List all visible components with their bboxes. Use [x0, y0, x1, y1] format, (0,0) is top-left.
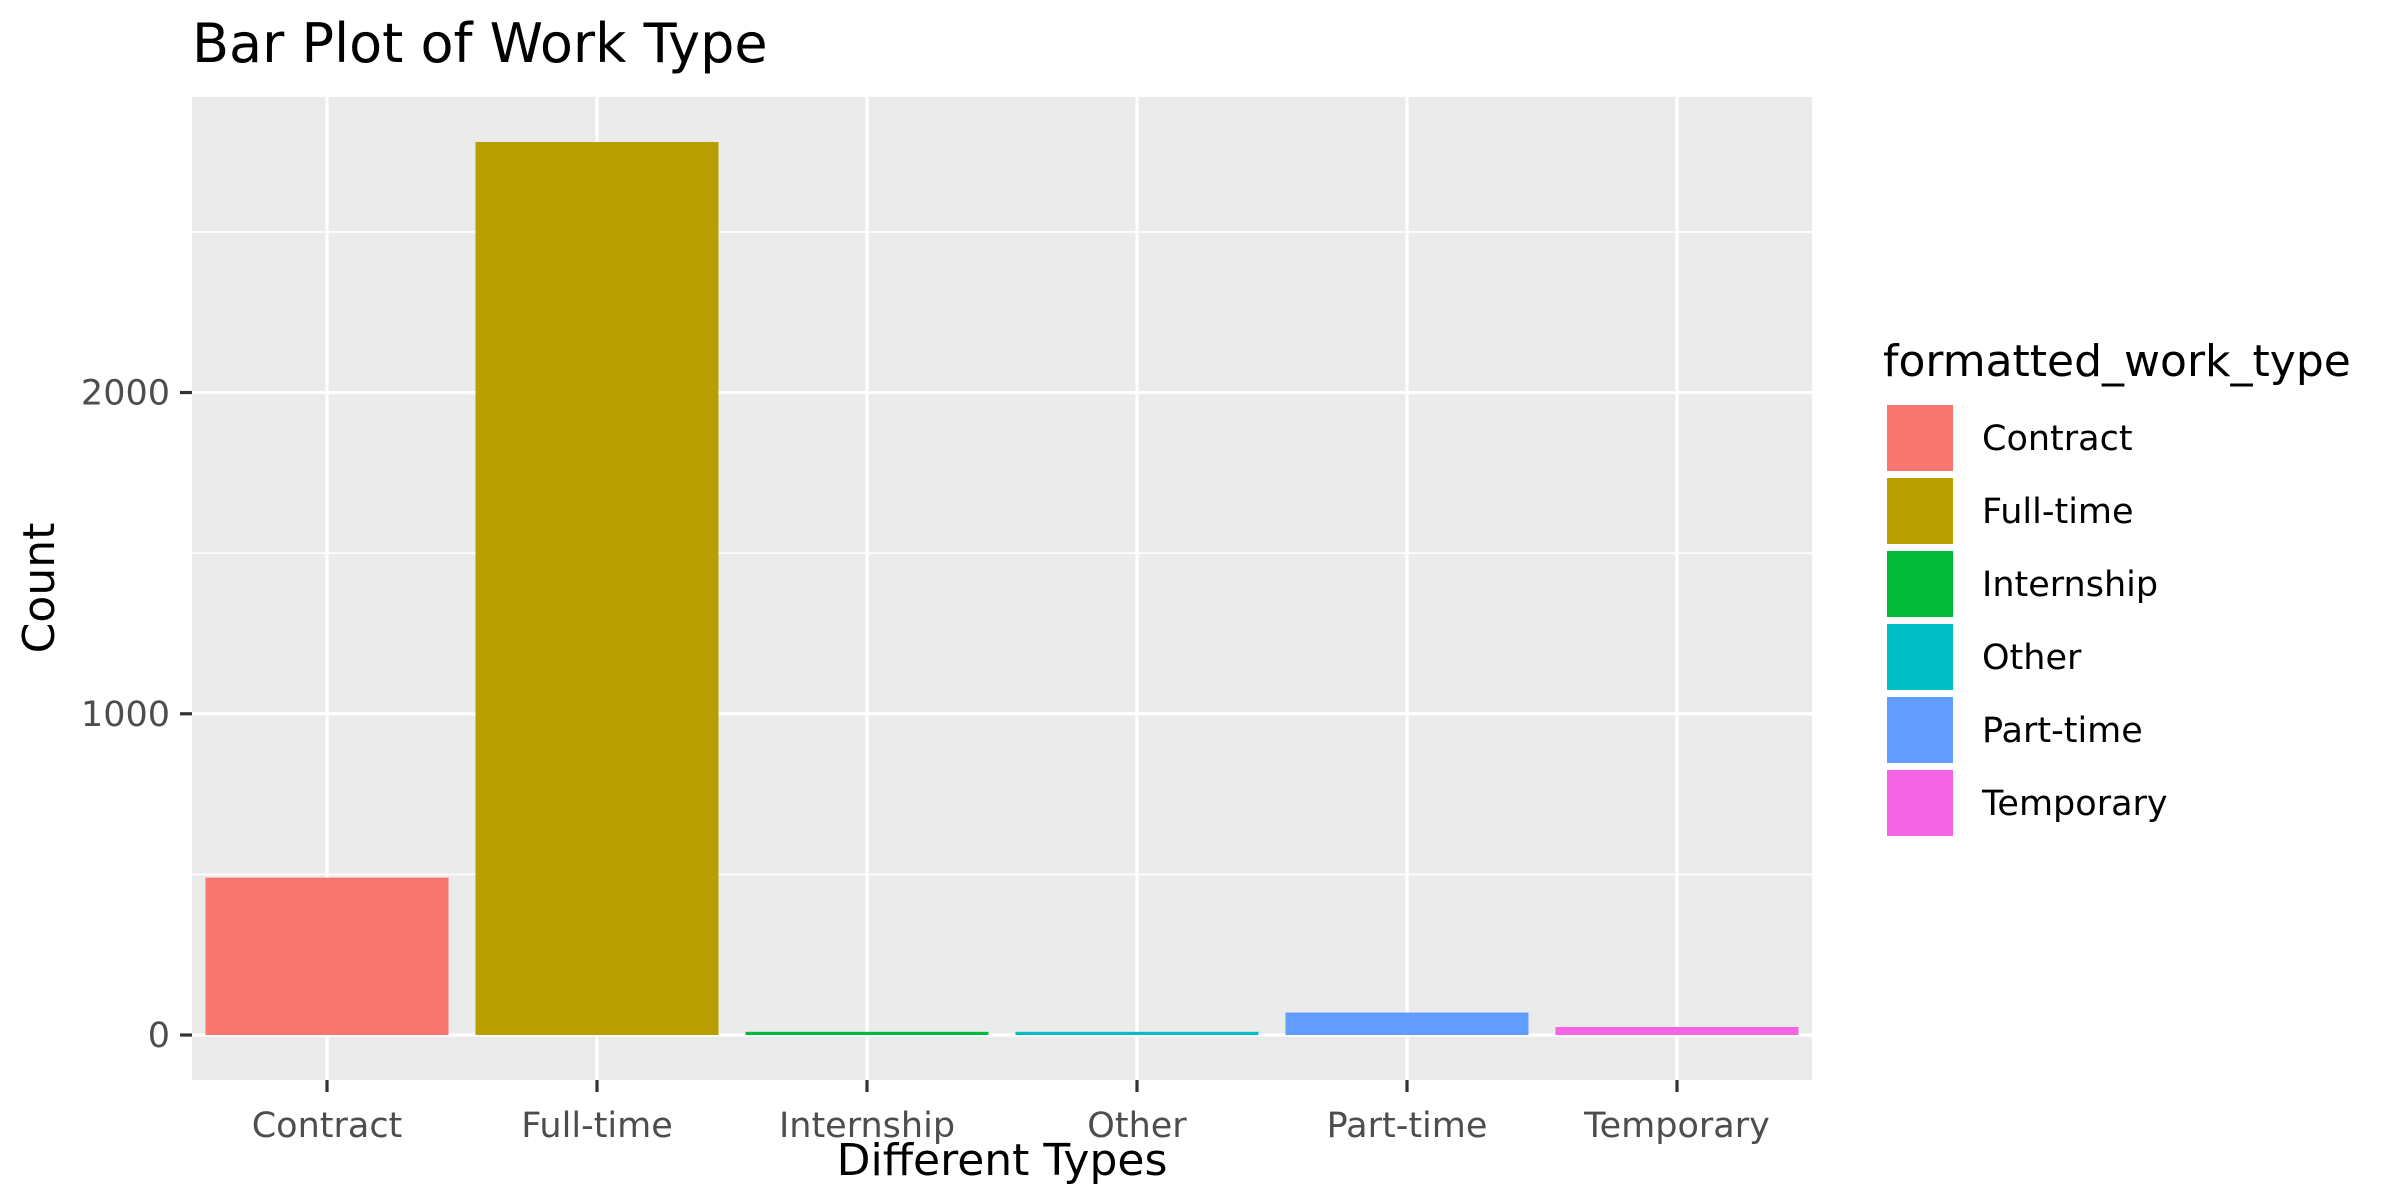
bar-full-time: [475, 141, 719, 1036]
legend-label-internship: Internship: [1982, 565, 2158, 605]
x-tick-label: Temporary: [1583, 1106, 1770, 1146]
y-axis-title: Count: [14, 523, 65, 654]
minor-gridlines: [192, 231, 1812, 876]
legend-key-contract: [1885, 403, 1955, 473]
legend-title: formatted_work_type: [1883, 336, 2351, 387]
legend: formatted_work_type Contract Full-time Int…: [1883, 336, 2351, 838]
bar-temporary: [1555, 1026, 1799, 1036]
x-axis-title: Different Types: [837, 1135, 1168, 1186]
y-axis: 0 1000 2000: [81, 374, 192, 1056]
plot-panel: [192, 97, 1812, 1080]
legend-label-contract: Contract: [1982, 419, 2133, 459]
legend-key-other: [1885, 622, 1955, 692]
x-tick-label: Full-time: [521, 1106, 673, 1146]
legend-key-internship: [1885, 549, 1955, 619]
y-tick-label: 1000: [81, 695, 170, 735]
legend-key-full-time: [1885, 476, 1955, 546]
y-tick-label: 2000: [81, 374, 170, 414]
legend-key-part-time: [1885, 695, 1955, 765]
x-tick-label: Other: [1087, 1106, 1187, 1146]
bar-contract: [205, 877, 449, 1036]
legend-key-temporary: [1885, 768, 1955, 838]
bar-other: [1015, 1031, 1259, 1036]
x-axis: Contract Full-time Internship Other Part-tim…: [252, 1080, 1770, 1146]
x-tick-label: Contract: [252, 1106, 403, 1146]
legend-label-temporary: Temporary: [1981, 784, 2168, 824]
legend-label-part-time: Part-time: [1982, 711, 2143, 751]
bar-part-time: [1285, 1012, 1529, 1036]
legend-label-full-time: Full-time: [1982, 492, 2134, 532]
legend-label-other: Other: [1982, 638, 2082, 678]
x-tick-label: Part-time: [1327, 1106, 1488, 1146]
bars: [205, 141, 1799, 1036]
bar-internship: [745, 1031, 989, 1036]
x-tick-label: Internship: [779, 1106, 955, 1146]
chart-title: Bar Plot of Work Type: [192, 12, 768, 75]
y-tick-label: 0: [148, 1016, 170, 1056]
